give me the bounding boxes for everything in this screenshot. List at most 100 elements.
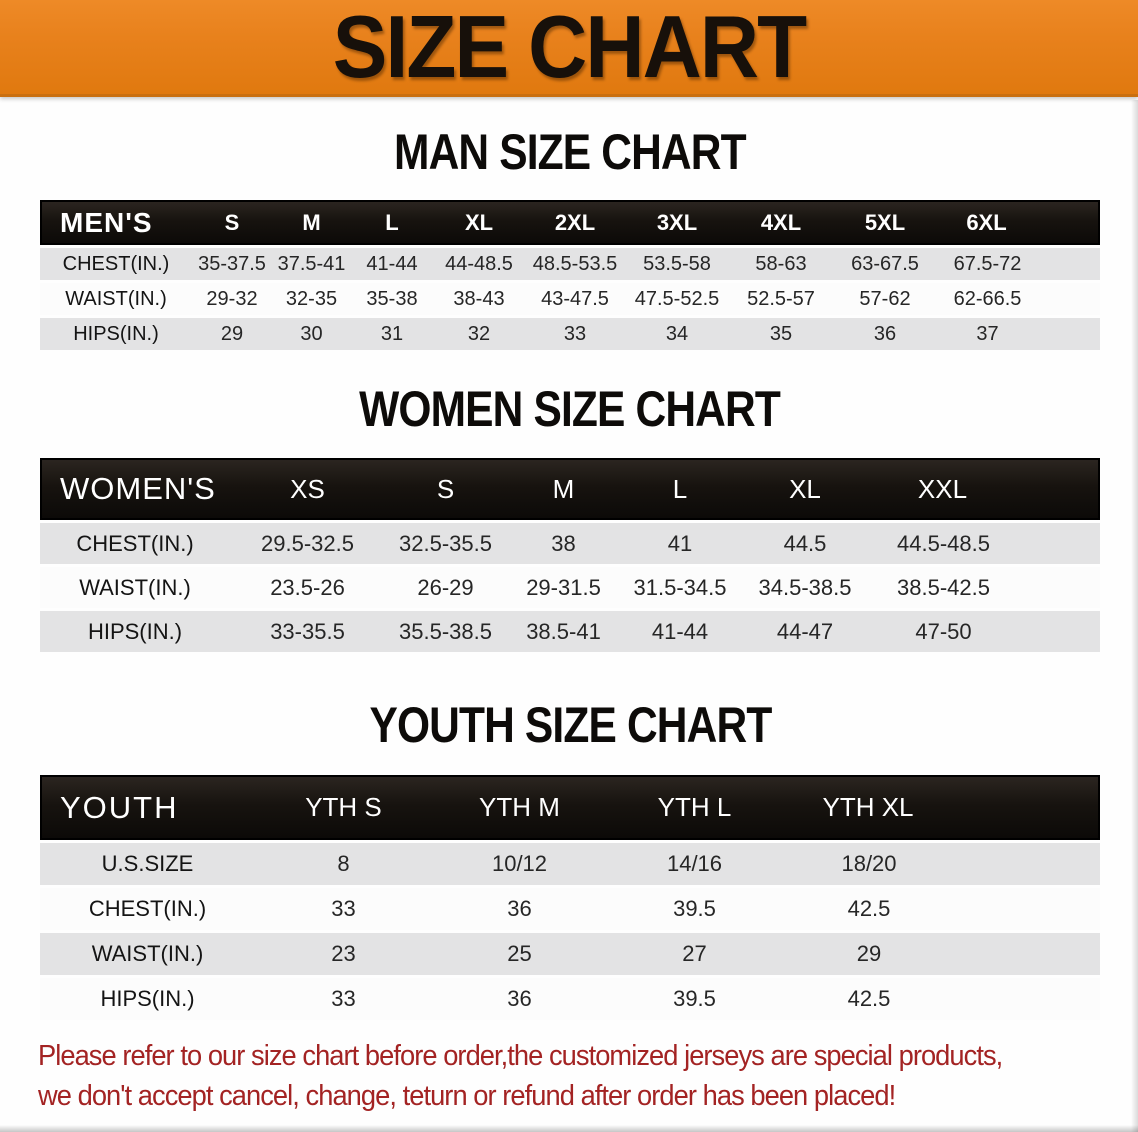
size-value: 30	[272, 318, 351, 350]
section-heading-text: MAN SIZE CHART	[394, 124, 747, 180]
row-label: HIPS(IN.)	[40, 318, 192, 350]
table-row: WAIST(IN.) 23.5-26 26-29 29-31.5 31.5-34.5 34…	[40, 567, 1100, 608]
disclaimer-line-1: Please refer to our size chart before or…	[38, 1040, 1003, 1072]
table-row: WAIST(IN.) 23 25 27 29	[40, 933, 1100, 975]
table-row: HIPS(IN.) 33 36 39.5 42.5	[40, 978, 1100, 1020]
table-row: HIPS(IN.) 29 30 31 32 33 34 35 36 37	[40, 318, 1100, 350]
size-value: 53.5-58	[625, 248, 729, 280]
size-value: 42.5	[782, 978, 1100, 1020]
size-value: 38.5-41	[506, 611, 621, 652]
size-column-header: YTH L	[607, 775, 782, 840]
banner-title: SIZE CHART	[332, 0, 807, 96]
table-row: HIPS(IN.) 33-35.5 35.5-38.5 38.5-41 41-44 44-…	[40, 611, 1100, 652]
row-label: CHEST(IN.)	[40, 888, 255, 930]
size-value: 58-63	[729, 248, 833, 280]
size-value: 33	[255, 888, 432, 930]
size-column-header: 2XL	[525, 200, 625, 245]
size-value: 44.5	[739, 523, 871, 564]
women-size-section: WOMEN SIZE CHART WOMEN'S XS S M L XL XXL CHEST…	[40, 376, 1100, 655]
row-label: HIPS(IN.)	[40, 611, 230, 652]
size-value: 32.5-35.5	[385, 523, 506, 564]
size-column-header: XXL	[871, 458, 1100, 520]
size-value: 35	[729, 318, 833, 350]
scan-edge-shadow-bottom	[0, 1125, 1138, 1132]
table-header-row: WOMEN'S XS S M L XL XXL	[40, 458, 1100, 520]
size-value: 57-62	[833, 283, 937, 315]
table-row: U.S.SIZE 8 10/12 14/16 18/20	[40, 843, 1100, 885]
size-value: 44-48.5	[433, 248, 525, 280]
size-column-header: L	[351, 200, 433, 245]
size-column-header: XL	[739, 458, 871, 520]
size-value: 29	[192, 318, 272, 350]
size-column-header: 4XL	[729, 200, 833, 245]
size-value: 32-35	[272, 283, 351, 315]
size-value: 36	[432, 978, 607, 1020]
size-value: 27	[607, 933, 782, 975]
section-heading-text: WOMEN SIZE CHART	[359, 381, 782, 437]
row-label: WAIST(IN.)	[40, 567, 230, 608]
size-value: 41	[621, 523, 739, 564]
size-value: 67.5-72	[937, 248, 1100, 280]
order-disclaimer: Please refer to our size chart before or…	[38, 1036, 1128, 1116]
women-size-table: WOMEN'S XS S M L XL XXL CHEST(IN.) 29.5-32.5 32.…	[40, 455, 1100, 655]
size-value: 8	[255, 843, 432, 885]
size-column-header: M	[272, 200, 351, 245]
size-value: 39.5	[607, 978, 782, 1020]
size-chart-banner: SIZE CHART	[0, 0, 1138, 97]
size-value: 44-47	[739, 611, 871, 652]
size-column-header: XS	[230, 458, 385, 520]
section-heading: WOMEN SIZE CHART	[40, 376, 1100, 455]
size-value: 33-35.5	[230, 611, 385, 652]
scan-edge-shadow-right	[1131, 100, 1138, 1132]
section-heading: MAN SIZE CHART	[40, 120, 1100, 197]
table-row: CHEST(IN.) 29.5-32.5 32.5-35.5 38 41 44.5 44.5…	[40, 523, 1100, 564]
size-value: 36	[833, 318, 937, 350]
size-value: 26-29	[385, 567, 506, 608]
size-value: 38	[506, 523, 621, 564]
row-label: WAIST(IN.)	[40, 283, 192, 315]
size-value: 34	[625, 318, 729, 350]
size-value: 29	[782, 933, 1100, 975]
size-value: 31.5-34.5	[621, 567, 739, 608]
size-value: 42.5	[782, 888, 1100, 930]
disclaimer-line-2: we don't accept cancel, change, teturn o…	[38, 1080, 896, 1112]
table-row: CHEST(IN.) 35-37.5 37.5-41 41-44 44-48.5 48.5…	[40, 248, 1100, 280]
table-group-label: YOUTH	[40, 775, 255, 840]
size-value: 35-38	[351, 283, 433, 315]
size-value: 25	[432, 933, 607, 975]
row-label: WAIST(IN.)	[40, 933, 255, 975]
size-value: 29-32	[192, 283, 272, 315]
table-header-row: MEN'S S M L XL 2XL 3XL 4XL 5XL 6XL	[40, 200, 1100, 245]
size-value: 23.5-26	[230, 567, 385, 608]
size-column-header: 6XL	[937, 200, 1100, 245]
size-value: 23	[255, 933, 432, 975]
row-label: CHEST(IN.)	[40, 523, 230, 564]
size-value: 32	[433, 318, 525, 350]
size-value: 39.5	[607, 888, 782, 930]
size-value: 44.5-48.5	[871, 523, 1100, 564]
size-value: 34.5-38.5	[739, 567, 871, 608]
size-column-header: M	[506, 458, 621, 520]
size-value: 43-47.5	[525, 283, 625, 315]
size-value: 62-66.5	[937, 283, 1100, 315]
row-label: CHEST(IN.)	[40, 248, 192, 280]
size-value: 14/16	[607, 843, 782, 885]
size-column-header: L	[621, 458, 739, 520]
size-value: 38.5-42.5	[871, 567, 1100, 608]
men-size-table: MEN'S S M L XL 2XL 3XL 4XL 5XL 6XL CHEST(IN.) 35-3…	[40, 197, 1100, 353]
size-value: 37.5-41	[272, 248, 351, 280]
youth-size-table: YOUTH YTH S YTH M YTH L YTH XL U.S.SIZE 8 10/1…	[40, 772, 1100, 1023]
size-column-header: 5XL	[833, 200, 937, 245]
size-value: 29.5-32.5	[230, 523, 385, 564]
size-value: 35.5-38.5	[385, 611, 506, 652]
size-column-header: XL	[433, 200, 525, 245]
size-value: 47.5-52.5	[625, 283, 729, 315]
table-header-row: YOUTH YTH S YTH M YTH L YTH XL	[40, 775, 1100, 840]
size-column-header: 3XL	[625, 200, 729, 245]
size-value: 35-37.5	[192, 248, 272, 280]
size-column-header: YTH XL	[782, 775, 1100, 840]
size-value: 38-43	[433, 283, 525, 315]
row-label: U.S.SIZE	[40, 843, 255, 885]
size-value: 33	[525, 318, 625, 350]
table-row: WAIST(IN.) 29-32 32-35 35-38 38-43 43-47.5 47.…	[40, 283, 1100, 315]
